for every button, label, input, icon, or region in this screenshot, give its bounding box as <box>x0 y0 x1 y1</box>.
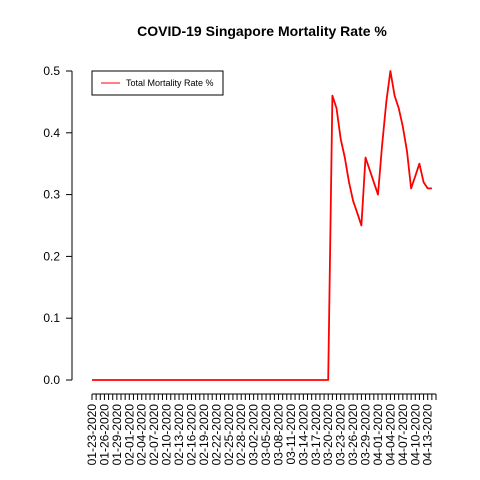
y-tick-label: 0.1 <box>43 311 60 325</box>
x-tick-label: 03-26-2020 <box>346 404 360 466</box>
y-tick-label: 0.2 <box>43 249 60 263</box>
x-tick-label: 02-10-2020 <box>160 404 174 466</box>
x-axis: 01-23-202001-26-202001-29-202002-01-2020… <box>85 393 437 466</box>
x-tick-label: 03-11-2020 <box>284 404 298 465</box>
chart-title: COVID-19 Singapore Mortality Rate % <box>137 23 387 39</box>
plot-area <box>92 70 432 381</box>
x-tick-label: 03-02-2020 <box>247 404 261 466</box>
series-line-0 <box>92 70 432 381</box>
x-tick-label: 03-20-2020 <box>321 404 335 466</box>
x-tick-label: 04-01-2020 <box>371 404 385 466</box>
x-tick-label: 02-28-2020 <box>234 404 248 466</box>
y-tick-label: 0.5 <box>43 64 60 78</box>
x-tick-label: 02-01-2020 <box>122 404 136 466</box>
x-tick-label: 04-13-2020 <box>421 404 435 466</box>
x-tick-label: 03-23-2020 <box>334 404 348 466</box>
x-tick-label: 01-29-2020 <box>110 404 124 466</box>
y-tick-label: 0.0 <box>43 373 60 387</box>
legend: Total Mortality Rate % <box>91 70 224 96</box>
x-tick-label: 04-07-2020 <box>396 404 410 466</box>
y-tick-label: 0.4 <box>43 126 60 140</box>
x-tick-label: 01-23-2020 <box>85 404 99 466</box>
x-tick-label: 03-29-2020 <box>359 404 373 466</box>
x-tick-label: 02-07-2020 <box>147 404 161 466</box>
legend-label: Total Mortality Rate % <box>126 78 214 88</box>
x-tick-label: 03-14-2020 <box>296 404 310 466</box>
x-tick-label: 02-13-2020 <box>172 404 186 466</box>
x-tick-label: 04-04-2020 <box>383 404 397 466</box>
x-tick-label: 04-10-2020 <box>408 404 422 466</box>
x-tick-label: 03-17-2020 <box>309 404 323 466</box>
x-tick-label: 01-26-2020 <box>97 404 111 466</box>
y-axis: 0.0 0.1 0.2 0.3 0.4 0.5 <box>43 64 73 387</box>
x-tick-label: 02-25-2020 <box>222 404 236 466</box>
x-tick-label: 02-16-2020 <box>184 404 198 466</box>
y-tick-label: 0.3 <box>43 188 60 202</box>
x-tick-label: 03-08-2020 <box>272 404 286 466</box>
x-tick-label: 03-05-2020 <box>259 404 273 466</box>
x-tick-label: 02-19-2020 <box>197 404 211 466</box>
x-tick-label: 02-04-2020 <box>135 404 149 466</box>
x-tick-label: 02-22-2020 <box>209 404 223 466</box>
